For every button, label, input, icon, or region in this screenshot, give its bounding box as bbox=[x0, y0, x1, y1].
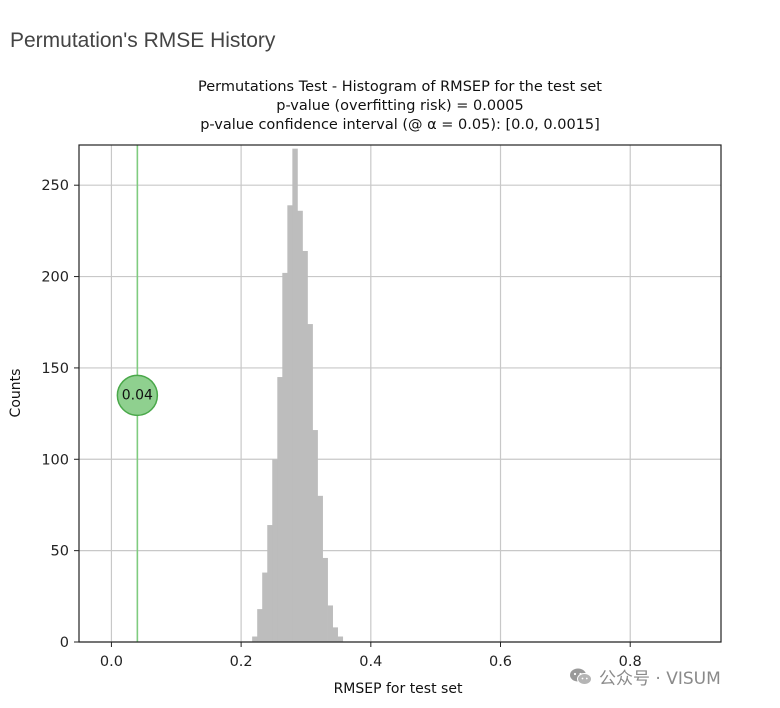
y-tick-label-2: 100 bbox=[41, 452, 69, 468]
histogram-bar-10 bbox=[302, 250, 308, 642]
x-tick-label-1: 0.2 bbox=[230, 654, 253, 670]
histogram-bar-7 bbox=[287, 205, 293, 642]
histogram-bar-9 bbox=[297, 210, 303, 642]
chart-title-line-1: Permutations Test - Histogram of RMSEP f… bbox=[198, 79, 602, 95]
histogram-bar-2 bbox=[262, 572, 268, 642]
plot-area bbox=[79, 145, 721, 642]
value-marker-group: 0.04 bbox=[116, 374, 159, 417]
y-tick-label-5: 250 bbox=[41, 178, 69, 194]
histogram-bar-6 bbox=[282, 272, 288, 642]
chart-title: Permutations Test - Histogram of RMSEP f… bbox=[198, 79, 602, 133]
histogram-bar-15 bbox=[327, 605, 333, 642]
chart-title-line-2: p-value (overfitting risk) = 0.0005 bbox=[276, 98, 524, 114]
histogram-bar-0 bbox=[252, 636, 258, 642]
histogram-bar-16 bbox=[332, 627, 338, 642]
histogram-bars bbox=[252, 148, 344, 642]
y-axis-label: Counts bbox=[8, 369, 24, 418]
y-tick-label-0: 0 bbox=[60, 635, 69, 651]
y-tick-label-3: 150 bbox=[41, 361, 69, 377]
histogram-bar-4 bbox=[272, 459, 278, 642]
x-tick-label-2: 0.4 bbox=[359, 654, 382, 670]
x-tick-label-4: 0.8 bbox=[619, 654, 642, 670]
histogram-bar-14 bbox=[322, 557, 328, 642]
histogram-bar-12 bbox=[312, 430, 318, 642]
x-axis-label: RMSEP for test set bbox=[334, 681, 463, 697]
wechat-icon bbox=[570, 668, 592, 685]
x-tick-label-0: 0.0 bbox=[100, 654, 123, 670]
watermark-text: 公众号 · VISUM bbox=[599, 669, 721, 689]
plot-frame bbox=[78, 144, 722, 643]
histogram-bar-8 bbox=[292, 148, 298, 642]
chart-title-line-3: p-value confidence interval (@ α = 0.05)… bbox=[200, 117, 600, 133]
y-tick-label-4: 200 bbox=[41, 270, 69, 286]
page-heading: Permutation's RMSE History bbox=[10, 29, 276, 52]
y-tick-label-1: 50 bbox=[51, 544, 69, 560]
x-tick-label-3: 0.6 bbox=[489, 654, 512, 670]
value-marker-circle bbox=[116, 374, 159, 417]
gridlines bbox=[79, 145, 721, 643]
histogram-bar-11 bbox=[307, 324, 313, 642]
histogram-bar-3 bbox=[267, 525, 273, 642]
histogram-bar-1 bbox=[257, 609, 263, 642]
axis-ticks: 0.0 0.2 0.4 0.6 0.8 0 50 100 150 200 250 bbox=[41, 178, 641, 670]
value-marker-label: 0.04 bbox=[122, 387, 153, 403]
watermark: 公众号 · VISUM bbox=[569, 664, 721, 689]
histogram-bar-17 bbox=[337, 636, 344, 642]
histogram-bar-5 bbox=[277, 377, 283, 642]
histogram-bar-13 bbox=[317, 495, 323, 642]
